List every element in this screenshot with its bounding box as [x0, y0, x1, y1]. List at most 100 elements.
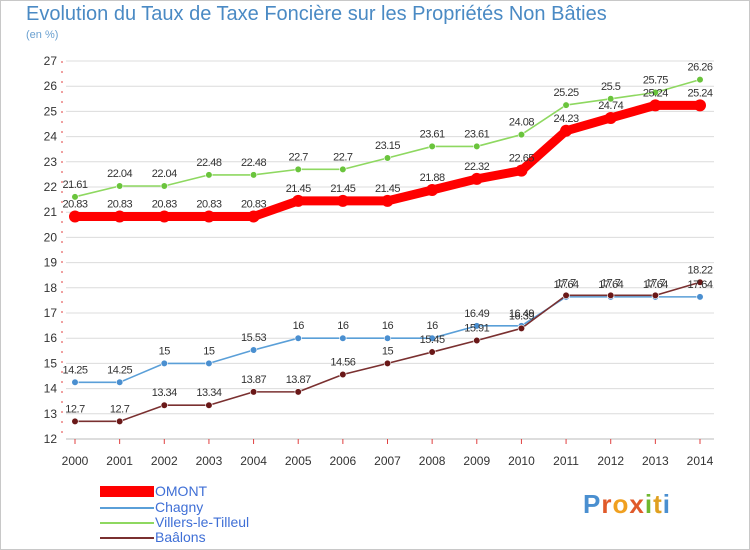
- data-point: [294, 388, 302, 396]
- data-label: 24.08: [509, 117, 534, 129]
- data-point: [116, 378, 124, 386]
- data-point: [249, 346, 258, 354]
- data-label: 15: [382, 345, 394, 357]
- data-point: [294, 165, 302, 173]
- data-point: [160, 359, 168, 368]
- y-tick-label: 17: [44, 306, 58, 320]
- data-label: 22.7: [333, 151, 353, 163]
- logo-letter: o: [612, 489, 630, 519]
- data-label: 13.87: [286, 374, 311, 386]
- data-point: [383, 359, 392, 368]
- data-point: [604, 111, 617, 124]
- data-label: 17.64: [554, 279, 579, 291]
- data-label: 15: [203, 345, 215, 357]
- x-tick-label: 2008: [419, 454, 446, 468]
- x-tick-label: 2009: [463, 454, 490, 468]
- data-label: 17.7: [556, 277, 576, 289]
- y-tick-label: 23: [44, 155, 58, 169]
- data-label: 22.48: [196, 157, 221, 169]
- y-tick-label: 12: [44, 432, 58, 446]
- x-tick-label: 2010: [508, 454, 535, 468]
- data-point: [607, 291, 615, 299]
- data-point: [694, 99, 706, 112]
- data-point: [383, 154, 392, 162]
- data-label: 22.04: [152, 168, 177, 180]
- logo-letter: i: [662, 489, 671, 519]
- data-label: 20.83: [62, 198, 87, 210]
- data-label: 16: [293, 320, 305, 332]
- data-label: 16.49: [464, 308, 489, 320]
- data-label: 17.64: [687, 279, 712, 291]
- legend-label: OMONT: [155, 483, 208, 499]
- data-label: 25.24: [643, 87, 668, 99]
- data-point: [473, 142, 481, 151]
- data-label: 22.32: [464, 161, 489, 173]
- data-label: 25.5: [601, 81, 621, 93]
- series-group: [69, 76, 706, 425]
- data-point: [71, 193, 79, 201]
- data-point: [205, 171, 213, 179]
- chart-title: Evolution du Taux de Taxe Foncière sur l…: [26, 3, 607, 25]
- data-point: [336, 194, 349, 207]
- y-tick-label: 15: [44, 356, 58, 370]
- data-point: [71, 378, 79, 386]
- data-label: 15.91: [464, 322, 489, 334]
- data-label: 16.49: [509, 308, 534, 320]
- data-label: 22.04: [107, 168, 132, 180]
- data-point: [158, 210, 171, 223]
- data-label: 16.39: [509, 310, 534, 322]
- x-tick-label: 2013: [642, 454, 669, 468]
- data-point: [696, 278, 704, 286]
- y-tick-label: 22: [44, 180, 58, 194]
- data-label: 21.45: [330, 183, 355, 195]
- data-point: [560, 124, 573, 137]
- y-tick-label: 20: [44, 230, 58, 244]
- data-label: 24.23: [554, 113, 579, 125]
- data-label: 25.25: [554, 87, 579, 99]
- data-label: 21.45: [375, 183, 400, 195]
- data-point: [426, 184, 439, 197]
- y-tick-label: 26: [44, 79, 58, 93]
- data-point: [339, 370, 347, 379]
- data-point: [113, 210, 126, 223]
- data-point: [116, 182, 124, 190]
- data-label: 12.7: [110, 403, 130, 415]
- data-label: 23.15: [375, 140, 400, 152]
- data-label: 14.56: [330, 356, 355, 368]
- data-point: [517, 130, 526, 139]
- y-tick-label: 19: [44, 256, 58, 270]
- data-point: [292, 194, 305, 207]
- logo-letter: P: [583, 489, 602, 519]
- data-point: [339, 334, 347, 342]
- x-tick-label: 2012: [597, 454, 624, 468]
- data-point: [607, 95, 615, 103]
- data-point: [651, 88, 659, 97]
- legend-label: Villers-le-Tilleul: [155, 514, 250, 530]
- data-label: 20.83: [241, 198, 266, 210]
- data-point: [383, 334, 392, 342]
- data-point: [428, 334, 436, 342]
- data-label: 25.75: [643, 75, 668, 87]
- legend-swatch: [100, 486, 154, 497]
- data-label: 25.24: [687, 87, 712, 99]
- data-label: 15.45: [420, 334, 445, 346]
- legend-swatch: [100, 522, 154, 524]
- data-label: 16: [382, 320, 394, 332]
- data-label: 16: [427, 320, 439, 332]
- x-tick-label: 2011: [553, 454, 579, 468]
- data-point: [247, 210, 260, 223]
- data-point: [339, 165, 347, 173]
- x-tick-label: 2005: [285, 454, 312, 468]
- x-tick-label: 2004: [240, 454, 267, 468]
- data-point: [294, 334, 302, 342]
- data-label: 22.65: [509, 153, 534, 165]
- logo-letter: x: [629, 489, 645, 519]
- data-label: 21.61: [62, 179, 87, 191]
- x-tick-label: 2002: [151, 454, 178, 468]
- y-tick-label: 24: [44, 130, 58, 144]
- data-point: [473, 322, 481, 330]
- logo-letter: t: [653, 489, 663, 519]
- data-label: 17.64: [598, 279, 623, 291]
- data-point: [517, 324, 526, 332]
- data-point: [205, 401, 213, 409]
